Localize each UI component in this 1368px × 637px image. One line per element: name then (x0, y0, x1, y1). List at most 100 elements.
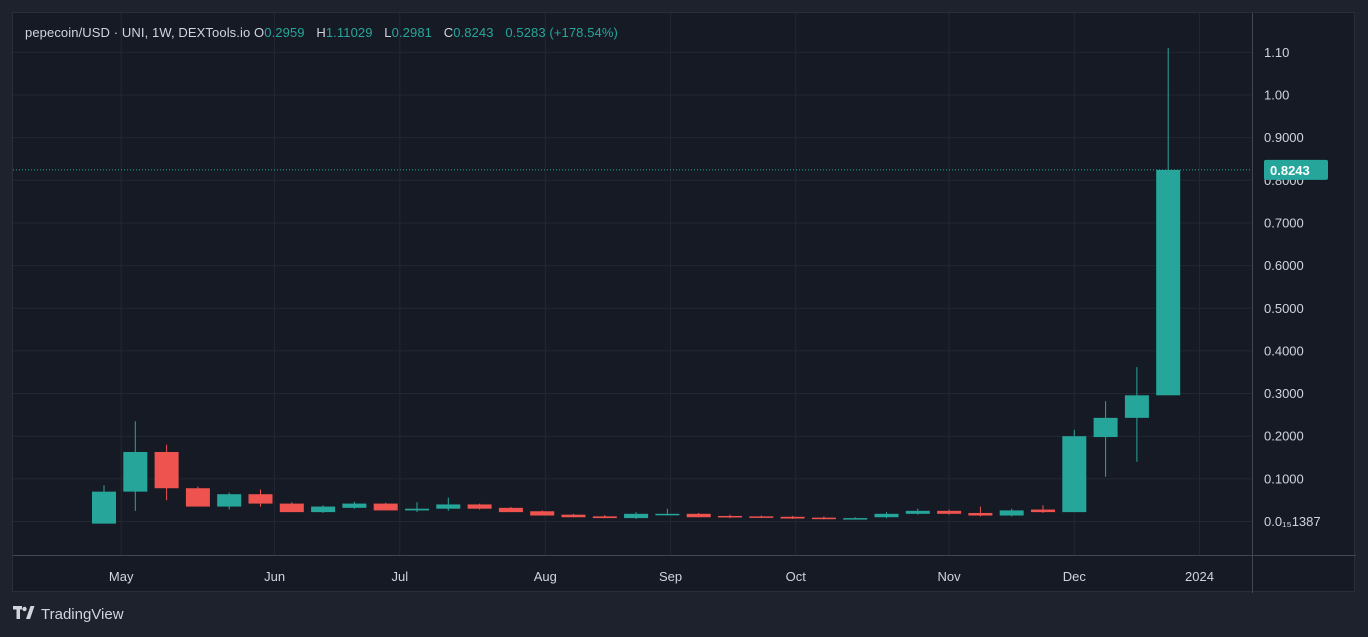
price-axis: 0.0₁₅1387 0.1000 0.2000 0.3000 0.4000 0.5000 0… (1264, 45, 1328, 529)
legend-symbol[interactable]: pepecoin/USD · UNI, 1W, DEXTools.io (25, 25, 251, 40)
legend-open-key: O (254, 25, 265, 40)
candle-body (1062, 436, 1087, 513)
chart-frame[interactable]: 0.0₁₅1387 0.1000 0.2000 0.3000 0.4000 0.5000 0… (12, 12, 1356, 593)
candle-body (655, 513, 680, 516)
candle-body (592, 516, 617, 519)
y-tick-label: 0.5000 (1264, 301, 1304, 316)
candle[interactable] (1093, 401, 1118, 477)
candle[interactable] (373, 502, 398, 511)
candle[interactable] (780, 515, 805, 519)
candle-body (342, 503, 367, 508)
y-tick-label: 0.9000 (1264, 130, 1304, 145)
legend-high-key: H (316, 25, 326, 40)
tradingview-branding[interactable]: TradingView (13, 606, 124, 623)
candle-body (624, 513, 649, 519)
candle[interactable] (999, 508, 1024, 517)
candle[interactable] (1124, 367, 1149, 462)
candle-body (405, 508, 429, 511)
candle-body (843, 518, 868, 520)
last-price-label: 0.8243 (1270, 163, 1310, 178)
tradingview-name: TradingView (41, 606, 124, 623)
y-tick-label: 0.7000 (1264, 215, 1304, 230)
candle[interactable] (874, 512, 899, 519)
candle-body (1156, 169, 1181, 396)
candle-body (154, 451, 179, 489)
candle[interactable] (498, 506, 523, 513)
candle[interactable] (248, 489, 273, 507)
y-tick-label: 1.00 (1264, 88, 1289, 103)
candle[interactable] (843, 517, 868, 520)
x-tick-label: Nov (938, 569, 962, 584)
legend-close-value: 0.8243 (453, 25, 494, 40)
candle-body (811, 517, 836, 520)
candle[interactable] (405, 502, 429, 513)
candle[interactable] (686, 512, 711, 518)
candle-body (1124, 395, 1149, 418)
y-tick-label: 0.1000 (1264, 471, 1304, 486)
x-tick-label: Oct (786, 569, 807, 584)
candle-body (1093, 417, 1118, 438)
candle[interactable] (937, 509, 962, 515)
x-tick-label: Jul (391, 569, 408, 584)
candle-body (1031, 509, 1055, 513)
x-tick-label: May (109, 569, 134, 584)
candle[interactable] (217, 492, 242, 510)
candle[interactable] (624, 512, 649, 519)
time-axis: May Jun Jul Aug Sep Oct Nov Dec 2024 (109, 569, 1214, 584)
candle-body (999, 510, 1024, 516)
candle-body (561, 514, 586, 518)
price-chart[interactable]: 0.0₁₅1387 0.1000 0.2000 0.3000 0.4000 0.5000 0… (13, 13, 1356, 593)
candle-body (311, 506, 336, 513)
candle[interactable] (718, 514, 742, 519)
candle[interactable] (154, 444, 179, 501)
candle-body (123, 451, 148, 492)
y-tick-label: 0.3000 (1264, 386, 1304, 401)
y-tick-label: 0.2000 (1264, 429, 1304, 444)
candle-body (92, 491, 116, 524)
candle-body (498, 507, 523, 513)
y-tick-label: 1.10 (1264, 45, 1289, 60)
candle[interactable] (92, 485, 116, 524)
candle[interactable] (436, 497, 461, 511)
candle[interactable] (655, 508, 680, 516)
legend-close-key: C (443, 25, 454, 40)
candle-body (248, 494, 273, 504)
candle-body (217, 494, 242, 507)
tradingview-logo-icon (13, 606, 35, 623)
candle-body (686, 513, 711, 518)
x-tick-label: Jun (264, 569, 285, 584)
candle[interactable] (467, 503, 492, 510)
candle[interactable] (592, 515, 617, 519)
y-tick-label: 0.0₁₅1387 (1264, 514, 1321, 529)
legend-low-value: 0.2981 (391, 25, 433, 40)
ohlc-legend: pepecoin/USD · UNI, 1W, DEXTools.io O0.2… (25, 25, 618, 40)
grid-layer (13, 13, 1252, 555)
last-price-badge (1264, 159, 1328, 180)
candle[interactable] (811, 516, 836, 520)
candle[interactable] (311, 505, 336, 513)
candle[interactable] (1062, 429, 1087, 513)
candle[interactable] (1031, 505, 1055, 513)
candle-body (968, 512, 993, 516)
candle[interactable] (530, 510, 555, 516)
candle[interactable] (279, 502, 304, 513)
candle-body (436, 504, 461, 509)
candle-body (467, 504, 492, 509)
legend-open-value: 0.2959 (264, 25, 305, 40)
candle-body (749, 516, 774, 518)
y-tick-label: 0.6000 (1264, 258, 1304, 273)
candle-body (185, 488, 210, 507)
candle[interactable] (1156, 47, 1181, 396)
candle[interactable] (968, 506, 993, 517)
x-tick-label: 2024 (1185, 569, 1214, 584)
candle[interactable] (905, 508, 930, 515)
candle-body (279, 503, 304, 513)
tradingview-logo-shape (13, 606, 35, 619)
candle[interactable] (185, 486, 210, 507)
candle[interactable] (123, 421, 148, 511)
legend-low-key: L (384, 25, 392, 40)
candle-body (780, 516, 805, 519)
candle[interactable] (561, 513, 586, 518)
candle[interactable] (749, 515, 774, 519)
candle[interactable] (342, 501, 367, 509)
